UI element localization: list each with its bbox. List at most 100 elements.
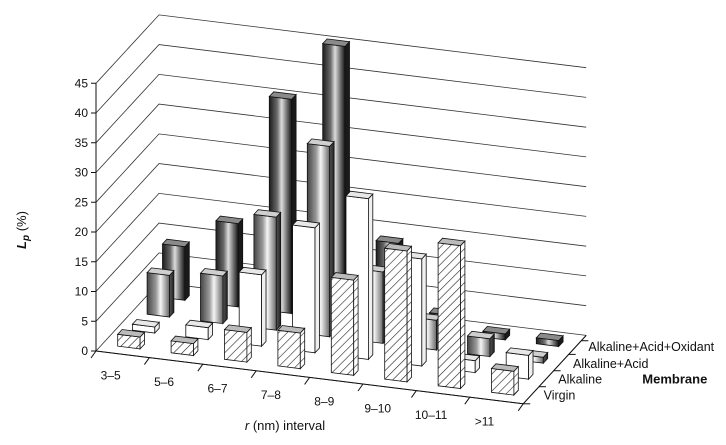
series-label: Alkaline+Acid	[573, 357, 648, 371]
y-tick-label: 25	[75, 195, 89, 209]
bar-top	[161, 238, 191, 248]
bar-top	[146, 267, 175, 276]
y-tick-label: 40	[75, 106, 89, 120]
x-tick	[410, 390, 417, 398]
bar-top	[277, 325, 306, 334]
bar-top	[116, 329, 146, 338]
bar-layer	[116, 38, 564, 397]
bar-side	[261, 269, 267, 348]
gridline	[95, 14, 587, 84]
bar-top	[306, 138, 335, 147]
bar	[291, 219, 321, 354]
y-tick-label: 5	[81, 314, 88, 328]
bar	[170, 335, 199, 357]
bar	[199, 268, 229, 325]
label-layer: 0 5 10 15 20 25 30 35 40 45 3–5 5–6 6–7 7–8 8–9 9–10 10–…	[14, 76, 715, 433]
gridline	[95, 163, 587, 233]
bar	[146, 267, 175, 319]
depth-axis-line	[522, 335, 587, 405]
bar	[490, 363, 520, 397]
bar	[466, 330, 496, 358]
bar	[330, 272, 359, 377]
bar-top	[505, 347, 534, 356]
bar-front	[224, 329, 248, 363]
x-tick-label: 3–5	[101, 368, 121, 382]
x-tick-label: 9–10	[364, 401, 391, 415]
bar-side	[314, 222, 320, 354]
bar-top	[535, 332, 564, 341]
bar-top	[330, 272, 359, 281]
x-tick-label: >11	[475, 415, 495, 429]
bar-side	[406, 245, 412, 383]
bar-top	[466, 330, 496, 340]
bar	[184, 319, 214, 341]
y-axis-variable: L	[14, 241, 29, 249]
bar-front	[330, 276, 355, 376]
bar-side	[299, 327, 306, 370]
bar-top	[223, 324, 253, 333]
bar-side	[421, 253, 427, 368]
bar-top	[490, 363, 520, 372]
bar	[383, 243, 413, 383]
bar	[131, 319, 161, 335]
bar-front	[491, 368, 515, 396]
y-axis-unit: (%)	[14, 211, 29, 235]
bar-front	[277, 329, 301, 370]
bar-top	[184, 319, 214, 329]
bar-side	[460, 239, 466, 390]
bar	[238, 266, 267, 348]
bar-front	[384, 247, 408, 383]
y-axis-subscript: p	[21, 235, 32, 242]
bar-side	[275, 211, 282, 332]
y-axis-title: Lp (%)	[14, 211, 32, 249]
y-tick-label: 30	[75, 166, 89, 180]
bar	[277, 325, 306, 370]
bar-side	[222, 270, 228, 325]
x-tick	[250, 370, 257, 379]
bar-top	[321, 38, 351, 47]
y-tick-label: 35	[75, 136, 89, 150]
x-tick-label: 7–8	[261, 388, 281, 402]
bar-top	[375, 235, 404, 244]
x-axis-variable: r	[245, 418, 250, 433]
x-tick	[464, 396, 471, 405]
bar-top	[199, 268, 229, 277]
bar-front	[467, 335, 491, 358]
bar-top	[253, 209, 282, 218]
bar-front	[437, 242, 461, 389]
bar	[535, 332, 564, 348]
x-tick	[517, 403, 524, 412]
bar-front	[200, 272, 224, 325]
left-wall	[96, 0, 159, 351]
y-tick-label: 20	[75, 225, 89, 239]
x-tick	[304, 377, 311, 385]
depth-axis-title: Membrane	[642, 372, 707, 387]
gridline	[95, 73, 587, 144]
y-tick-label: 0	[81, 344, 88, 358]
bar-side	[246, 326, 252, 364]
bar-side	[184, 240, 190, 302]
bar-top	[482, 325, 511, 335]
bar-side	[169, 269, 175, 319]
x-axis-title: r (nm) interval	[245, 418, 325, 433]
x-tick	[357, 383, 364, 392]
series-label: Alkaline	[558, 373, 602, 387]
bar	[161, 238, 191, 302]
x-axis-unit: (nm) interval	[249, 418, 325, 433]
x-tick-label: 8–9	[314, 395, 334, 409]
y-tick-label: 45	[75, 76, 89, 90]
axis-layer	[90, 82, 589, 412]
y-tick-label: 15	[75, 255, 89, 269]
x-tick	[90, 350, 97, 359]
bar-top	[215, 215, 244, 225]
bar-top	[437, 237, 466, 247]
gridline	[95, 192, 587, 263]
series-label: Virgin	[544, 389, 576, 403]
bar-top	[170, 335, 199, 345]
x-tick-label: 5–6	[154, 375, 174, 389]
bar-front	[146, 272, 170, 318]
x-tick	[143, 357, 150, 365]
bar-top	[268, 91, 297, 100]
x-tick-label: 6–7	[207, 382, 227, 396]
